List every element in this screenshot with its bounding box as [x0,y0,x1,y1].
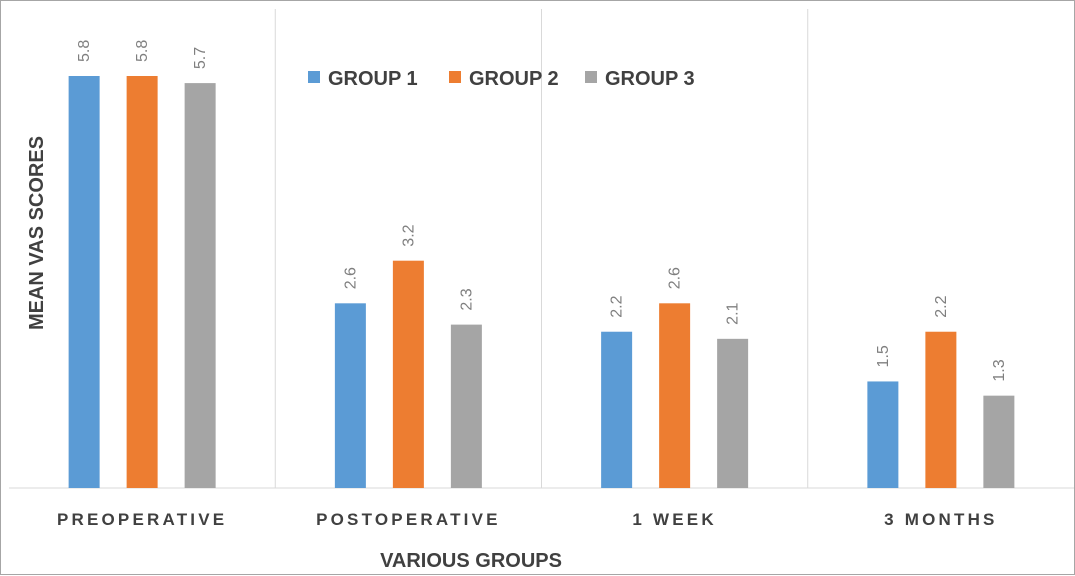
legend-label: GROUP 3 [605,68,695,90]
bar [659,303,691,488]
bar [184,83,216,488]
legend-swatch [585,71,597,83]
bar [334,303,366,488]
bar [68,76,100,488]
legend-label: GROUP 2 [469,68,559,90]
bar [392,260,424,488]
data-label: 2.6 [342,267,359,289]
data-label: 5.8 [134,40,151,62]
data-label: 2.1 [725,302,742,324]
x-tick-label: 3 MONTHS [884,510,997,529]
x-tick-label: PREOPERATIVE [57,510,227,529]
legend-swatch [449,71,461,83]
legend-swatch [308,71,320,83]
bar [983,395,1015,488]
bar [867,381,899,488]
x-tick-label: 1 WEEK [632,510,716,529]
data-label: 2.2 [933,295,950,317]
bar [717,338,749,488]
bar [450,324,482,488]
data-label: 2.6 [667,267,684,289]
y-axis-title: MEAN VAS SCORES [26,136,48,330]
data-label: 2.2 [609,295,626,317]
data-label: 5.8 [76,40,93,62]
data-label: 2.3 [458,288,475,310]
legend-label: GROUP 1 [328,68,418,90]
x-tick-label: POSTOPERATIVE [316,510,501,529]
data-label: 5.7 [192,47,209,69]
data-label: 3.2 [400,224,417,246]
x-axis-title: VARIOUS GROUPS [380,550,562,572]
data-label: 1.5 [875,345,892,367]
bar [601,331,633,488]
data-label: 1.3 [991,359,1008,381]
bar [925,331,957,488]
bar [126,76,158,488]
